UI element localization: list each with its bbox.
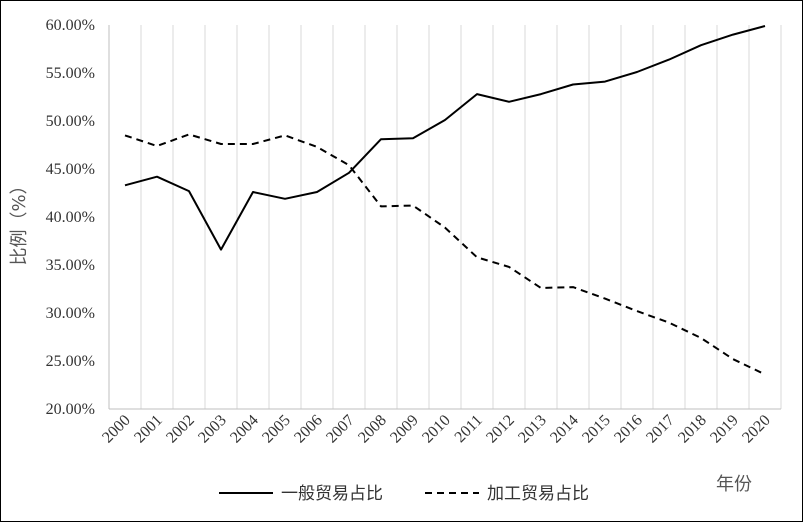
- x-tick-label: 2010: [419, 412, 454, 447]
- y-tick-label: 55.00%: [46, 65, 95, 82]
- legend: 一般贸易占比 加工贸易占比: [219, 484, 589, 504]
- x-tick-label: 2005: [259, 412, 294, 447]
- x-tick-label: 2020: [739, 412, 774, 447]
- legend-label-general-trade: 一般贸易占比: [281, 484, 383, 504]
- x-tick-label: 2004: [227, 412, 262, 447]
- y-tick-label: 50.00%: [46, 113, 95, 130]
- y-tick-label: 25.00%: [46, 353, 95, 370]
- x-tick-label: 2000: [99, 412, 134, 447]
- x-tick-label: 2019: [707, 412, 742, 447]
- x-tick-label: 2018: [675, 412, 710, 447]
- series-line-processing-trade: [124, 133, 766, 376]
- legend-label-processing-trade: 加工贸易占比: [487, 484, 589, 504]
- x-tick-label: 2017: [643, 412, 678, 447]
- x-tick-labels: 2000200120022003200420052006200720082009…: [99, 412, 774, 447]
- y-tick-labels: 20.00% 25.00% 30.00% 35.00% 40.00% 45.00% 50.0…: [46, 17, 95, 418]
- axes: [108, 25, 781, 410]
- y-tick-label: 20.00%: [46, 401, 95, 418]
- y-tick-label: 45.00%: [46, 161, 95, 178]
- x-tick-label: 2015: [579, 412, 614, 447]
- x-tick-label: 2002: [163, 412, 198, 447]
- x-tick-label: 2006: [291, 412, 326, 447]
- x-axis-label: 年份: [716, 474, 752, 495]
- x-tick-label: 2014: [547, 412, 582, 447]
- x-tick-label: 2007: [323, 412, 358, 447]
- y-tick-label: 40.00%: [46, 209, 95, 226]
- x-tick-label: 2003: [195, 412, 230, 447]
- x-tick-label: 2011: [452, 412, 486, 446]
- x-tick-label: 2012: [483, 412, 518, 447]
- x-tick-label: 2016: [611, 412, 646, 447]
- x-tick-label: 2001: [131, 412, 166, 447]
- y-tick-label: 60.00%: [46, 17, 95, 34]
- x-tick-label: 2009: [387, 412, 422, 447]
- y-tick-label: 35.00%: [46, 257, 95, 274]
- grid-lines: [140, 25, 782, 409]
- series-line-general-trade: [124, 25, 766, 251]
- x-tick-label: 2008: [355, 412, 390, 447]
- y-tick-label: 30.00%: [46, 305, 95, 322]
- y-axis-label: 比例（%）: [9, 176, 30, 265]
- series-lines: [124, 25, 766, 376]
- x-tick-label: 2013: [515, 412, 550, 447]
